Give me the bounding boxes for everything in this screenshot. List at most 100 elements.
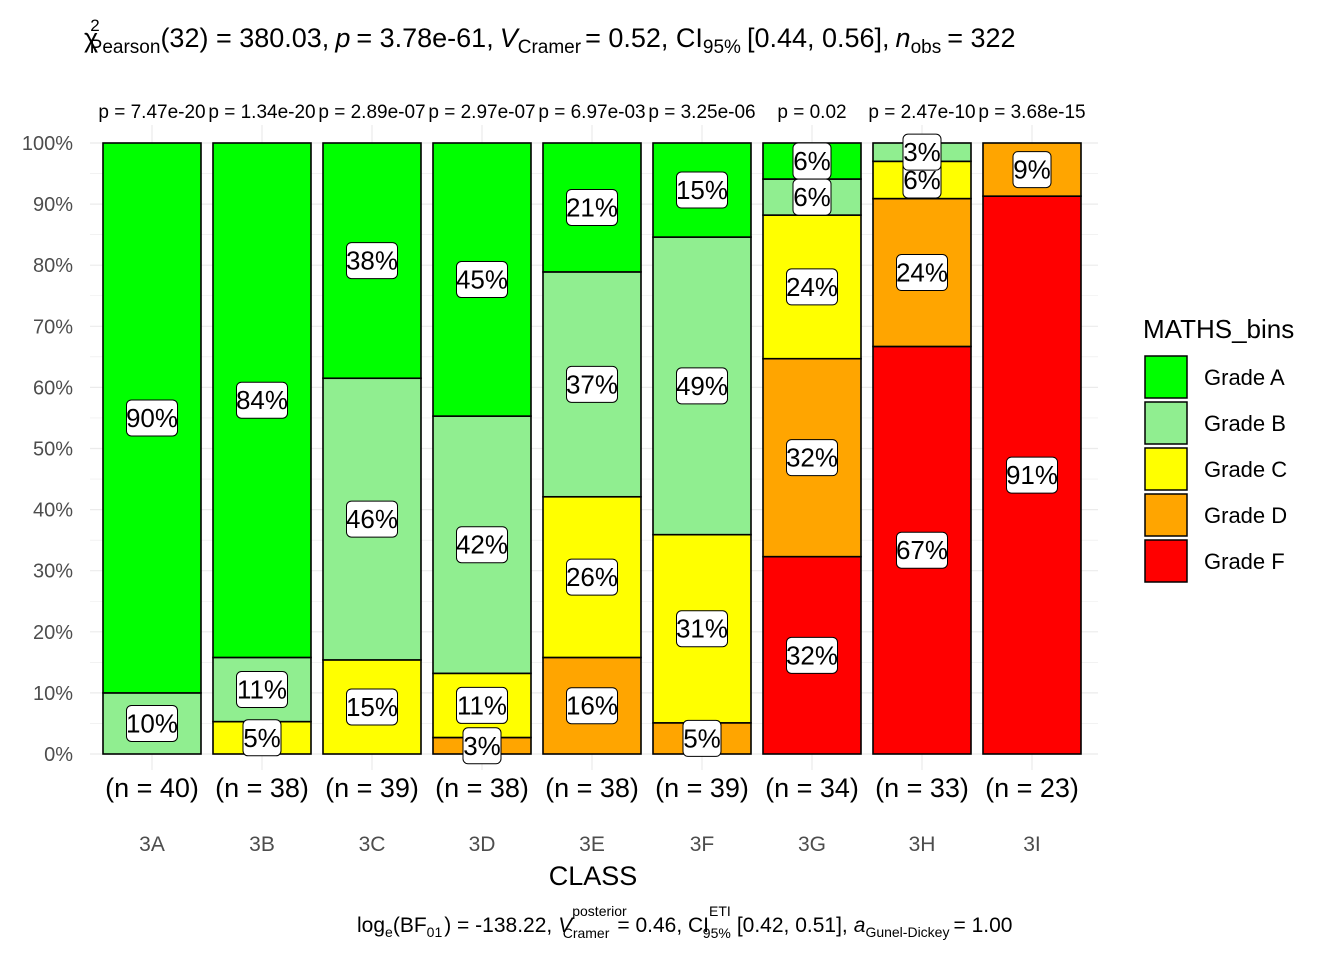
data-label-box (346, 242, 398, 280)
data-label: 11% (237, 675, 287, 705)
data-label: 6% (793, 182, 831, 212)
data-label-box (676, 367, 728, 405)
data-label: 46% (346, 504, 398, 534)
data-label-box (456, 261, 508, 299)
data-label: 15% (676, 175, 728, 205)
p-value-layer: p = 7.47e-20 p = 1.34e-20 p = 2.89e-07 p = … (98, 102, 1085, 123)
chart-title: χ2 Pearson(32) = 380.03, p = 3.78e-61, VCram… (84, 16, 1016, 58)
legend-title: MATHS_bins (1143, 314, 1294, 344)
count-label: (n = 34) (765, 773, 859, 803)
legend-label: Grade B (1204, 411, 1286, 436)
p-value-label: p = 3.25e-06 (648, 102, 755, 123)
x-tick-label: 3G (798, 833, 826, 856)
legend-swatch (1144, 401, 1188, 445)
count-label: (n = 38) (435, 773, 529, 803)
x-tick-label: 3E (579, 833, 605, 856)
data-label: 5% (683, 723, 721, 753)
data-label-box (346, 688, 398, 726)
data-label: 24% (896, 258, 948, 288)
p-value-label: p = 0.02 (777, 102, 846, 123)
x-tick-label: 3C (359, 833, 386, 856)
bars-layer (102, 142, 1082, 755)
data-label-box (242, 719, 282, 757)
data-label: 42% (456, 530, 508, 560)
legend-swatch (1144, 355, 1188, 399)
data-label-box (786, 439, 838, 477)
y-tick-label: 60% (33, 377, 73, 399)
data-label-box (456, 526, 508, 564)
x-tick-label: 3A (139, 833, 165, 856)
p-value-label: p = 1.34e-20 (208, 102, 315, 123)
p-value-label: p = 2.97e-07 (428, 102, 535, 123)
data-label: 3% (903, 137, 941, 167)
data-label: 91% (1006, 460, 1058, 490)
data-label-box (566, 365, 618, 403)
p-value-label: p = 6.97e-03 (538, 102, 645, 123)
count-label: (n = 23) (985, 773, 1079, 803)
count-label: (n = 38) (545, 773, 639, 803)
count-label: (n = 40) (105, 773, 199, 803)
legend: MATHS_bins Grade A Grade B Grade C Grade D G… (1143, 314, 1294, 583)
data-label: 32% (786, 640, 838, 670)
data-label-box (566, 558, 618, 596)
data-label: 16% (566, 691, 618, 721)
data-label: 32% (786, 443, 838, 473)
data-label-box (456, 686, 508, 724)
data-label: 37% (566, 369, 618, 399)
data-label-box (792, 142, 832, 180)
data-label-box (126, 399, 178, 437)
y-tick-label: 30% (33, 561, 73, 583)
count-label: (n = 39) (325, 773, 419, 803)
x-tick-label: 3H (909, 833, 936, 856)
count-label: (n = 39) (655, 773, 749, 803)
p-value-label: p = 2.89e-07 (318, 102, 425, 123)
data-label-box (896, 531, 948, 569)
data-label-box (676, 171, 728, 209)
legend-label: Grade D (1204, 503, 1287, 528)
data-label-box (126, 704, 178, 742)
data-label: 49% (676, 371, 728, 401)
p-value-label: p = 2.47e-10 (868, 102, 975, 123)
data-label: 11% (457, 690, 507, 720)
data-label-box (236, 671, 288, 709)
legend-label: Grade A (1204, 365, 1285, 390)
data-labels-layer: 10% 90% 5% 11% 84% 15% 46% 38% 3% 11% 42% 45% 16% 26%… (126, 133, 1058, 765)
data-label: 10% (126, 708, 178, 738)
y-tick-label: 10% (33, 683, 73, 705)
data-label: 9% (1013, 155, 1051, 185)
x-axis-title: CLASS (549, 861, 638, 891)
data-label: 26% (566, 562, 618, 592)
y-tick-label: 20% (33, 622, 73, 644)
x-tick-label: 3I (1023, 833, 1041, 856)
p-value-label: p = 3.68e-15 (978, 102, 1085, 123)
legend-label: Grade F (1204, 549, 1285, 574)
x-tick-label: 3F (690, 833, 715, 856)
y-tick-label: 50% (33, 439, 73, 461)
y-tick-label: 100% (22, 133, 73, 155)
data-label-box (676, 610, 728, 648)
data-label: 5% (243, 723, 281, 753)
data-label: 45% (456, 265, 508, 295)
legend-swatch (1144, 493, 1188, 537)
y-tick-label: 40% (33, 500, 73, 522)
data-label: 31% (676, 614, 728, 644)
data-label: 6% (793, 146, 831, 176)
data-label-box (236, 381, 288, 419)
data-label-box (786, 268, 838, 306)
y-tick-label: 0% (44, 744, 73, 766)
data-label-box (566, 188, 618, 226)
data-label: 67% (896, 535, 948, 565)
data-label-box (462, 727, 502, 765)
legend-swatch (1144, 539, 1188, 583)
chart-caption: loge(BF01) = -138.22, Vposterior Cramer = 0… (357, 903, 1012, 941)
data-label-box (566, 687, 618, 725)
y-axis: 0% 10% 20% 30% 40% 50% 60% 70% 80% 90% 100% (22, 133, 73, 766)
data-label-box (896, 254, 948, 292)
y-tick-label: 80% (33, 255, 73, 277)
data-label-box (1006, 456, 1058, 494)
data-label-box (786, 636, 838, 674)
x-tick-label: 3D (469, 833, 496, 856)
legend-swatch (1144, 447, 1188, 491)
data-label: 24% (786, 272, 838, 302)
